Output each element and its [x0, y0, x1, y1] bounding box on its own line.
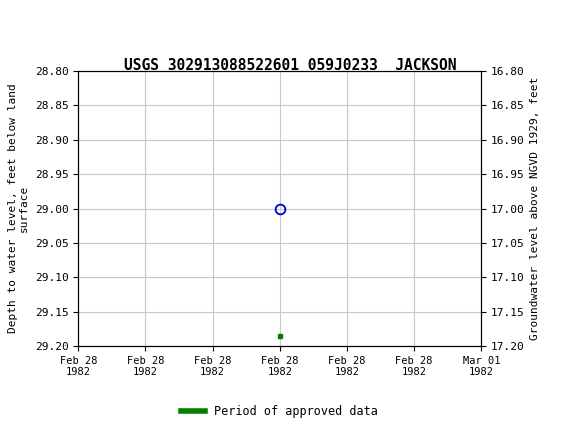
Y-axis label: Groundwater level above NGVD 1929, feet: Groundwater level above NGVD 1929, feet: [531, 77, 541, 340]
Text: ☒: ☒: [9, 11, 31, 34]
Text: USGS 302913088522601 059J0233  JACKSON: USGS 302913088522601 059J0233 JACKSON: [124, 58, 456, 73]
Y-axis label: Depth to water level, feet below land
surface: Depth to water level, feet below land su…: [8, 84, 29, 333]
Text: USGS: USGS: [44, 13, 103, 32]
Legend: Period of approved data: Period of approved data: [177, 400, 383, 423]
